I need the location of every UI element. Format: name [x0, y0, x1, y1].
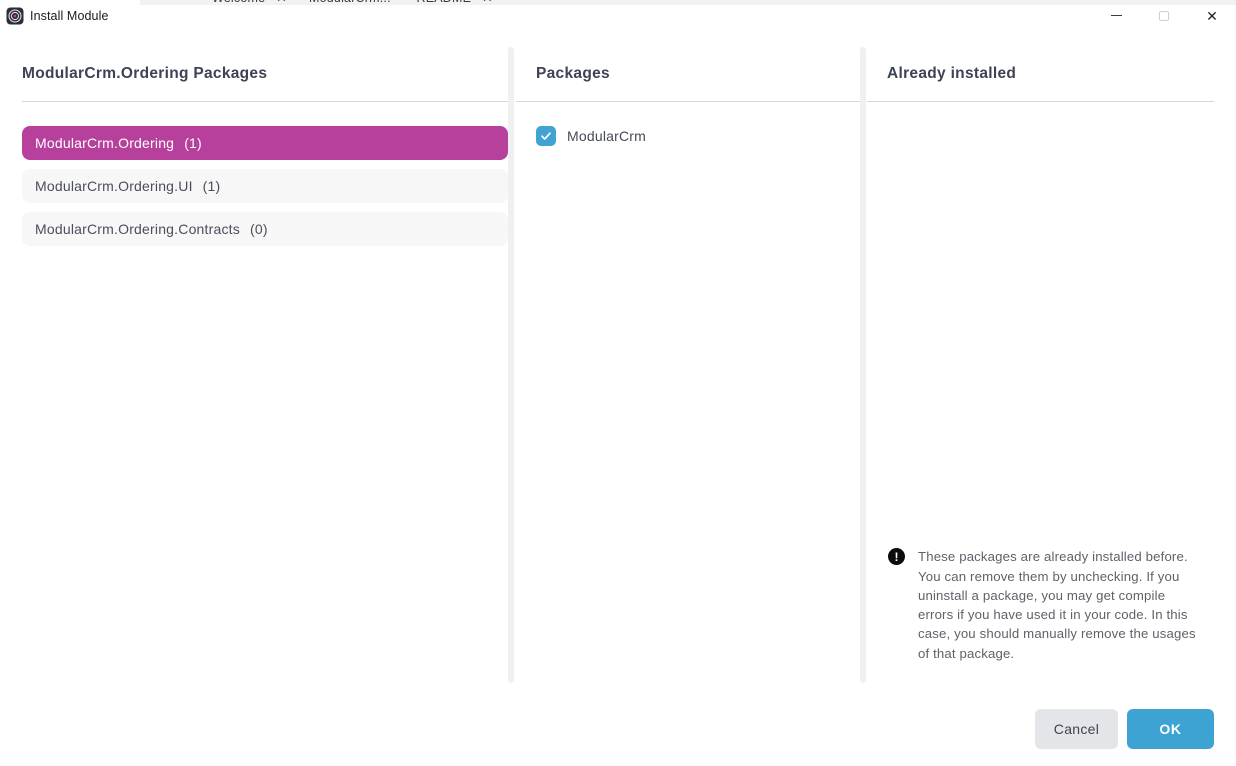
minimize-button[interactable]	[1092, 0, 1140, 31]
package-count: (1)	[202, 178, 221, 194]
panel-packages: Packages ModularCrm	[516, 47, 860, 146]
ok-button[interactable]: OK	[1127, 709, 1214, 749]
package-checkbox-row[interactable]: ModularCrm	[536, 126, 860, 146]
maximize-button[interactable]	[1140, 0, 1188, 31]
column-divider	[508, 47, 514, 683]
package-name: ModularCrm.Ordering.Contracts	[35, 221, 240, 237]
close-icon: ✕	[1206, 7, 1218, 24]
window-title: Install Module	[30, 8, 109, 23]
minimize-icon	[1110, 15, 1122, 16]
column-divider	[860, 47, 866, 683]
panel-header-already-installed: Already installed	[867, 47, 1214, 102]
list-item-modularcrm-ordering-ui[interactable]: ModularCrm.Ordering.UI (1)	[22, 169, 508, 203]
package-name: ModularCrm.Ordering	[35, 135, 175, 151]
package-list: ModularCrm.Ordering (1) ModularCrm.Order…	[22, 126, 508, 246]
list-item-modularcrm-ordering-contracts[interactable]: ModularCrm.Ordering.Contracts (0)	[22, 212, 508, 246]
exclamation-icon: !	[888, 548, 905, 566]
background-tabs-text: Welcome ✕ ModularCrm... README ✕	[212, 0, 493, 5]
close-button[interactable]: ✕	[1188, 0, 1236, 31]
checkbox-checked-icon[interactable]	[536, 126, 556, 146]
list-item-modularcrm-ordering[interactable]: ModularCrm.Ordering (1)	[22, 126, 508, 160]
window-controls: ✕	[1092, 0, 1236, 31]
panel-header-packages: Packages	[516, 47, 860, 102]
titlebar: Install Module ✕	[0, 0, 1236, 31]
cancel-button[interactable]: Cancel	[1035, 709, 1118, 749]
package-count: (0)	[249, 221, 268, 237]
panel-module-packages: ModularCrm.Ordering Packages ModularCrm.…	[22, 47, 508, 255]
panel-header-module-packages: ModularCrm.Ordering Packages	[22, 47, 508, 102]
note-text: These packages are already installed bef…	[918, 549, 1196, 661]
already-installed-note: ! These packages are already installed b…	[888, 547, 1204, 663]
app-logo-icon	[6, 7, 24, 24]
background-tabs-sliver: Welcome ✕ ModularCrm... README ✕	[140, 0, 1236, 5]
checkbox-label: ModularCrm	[567, 128, 647, 144]
package-name: ModularCrm.Ordering.UI	[35, 178, 193, 194]
panel-already-installed: Already installed ! These packages are a…	[867, 47, 1214, 683]
maximize-icon	[1159, 10, 1169, 21]
package-count: (1)	[184, 135, 202, 151]
